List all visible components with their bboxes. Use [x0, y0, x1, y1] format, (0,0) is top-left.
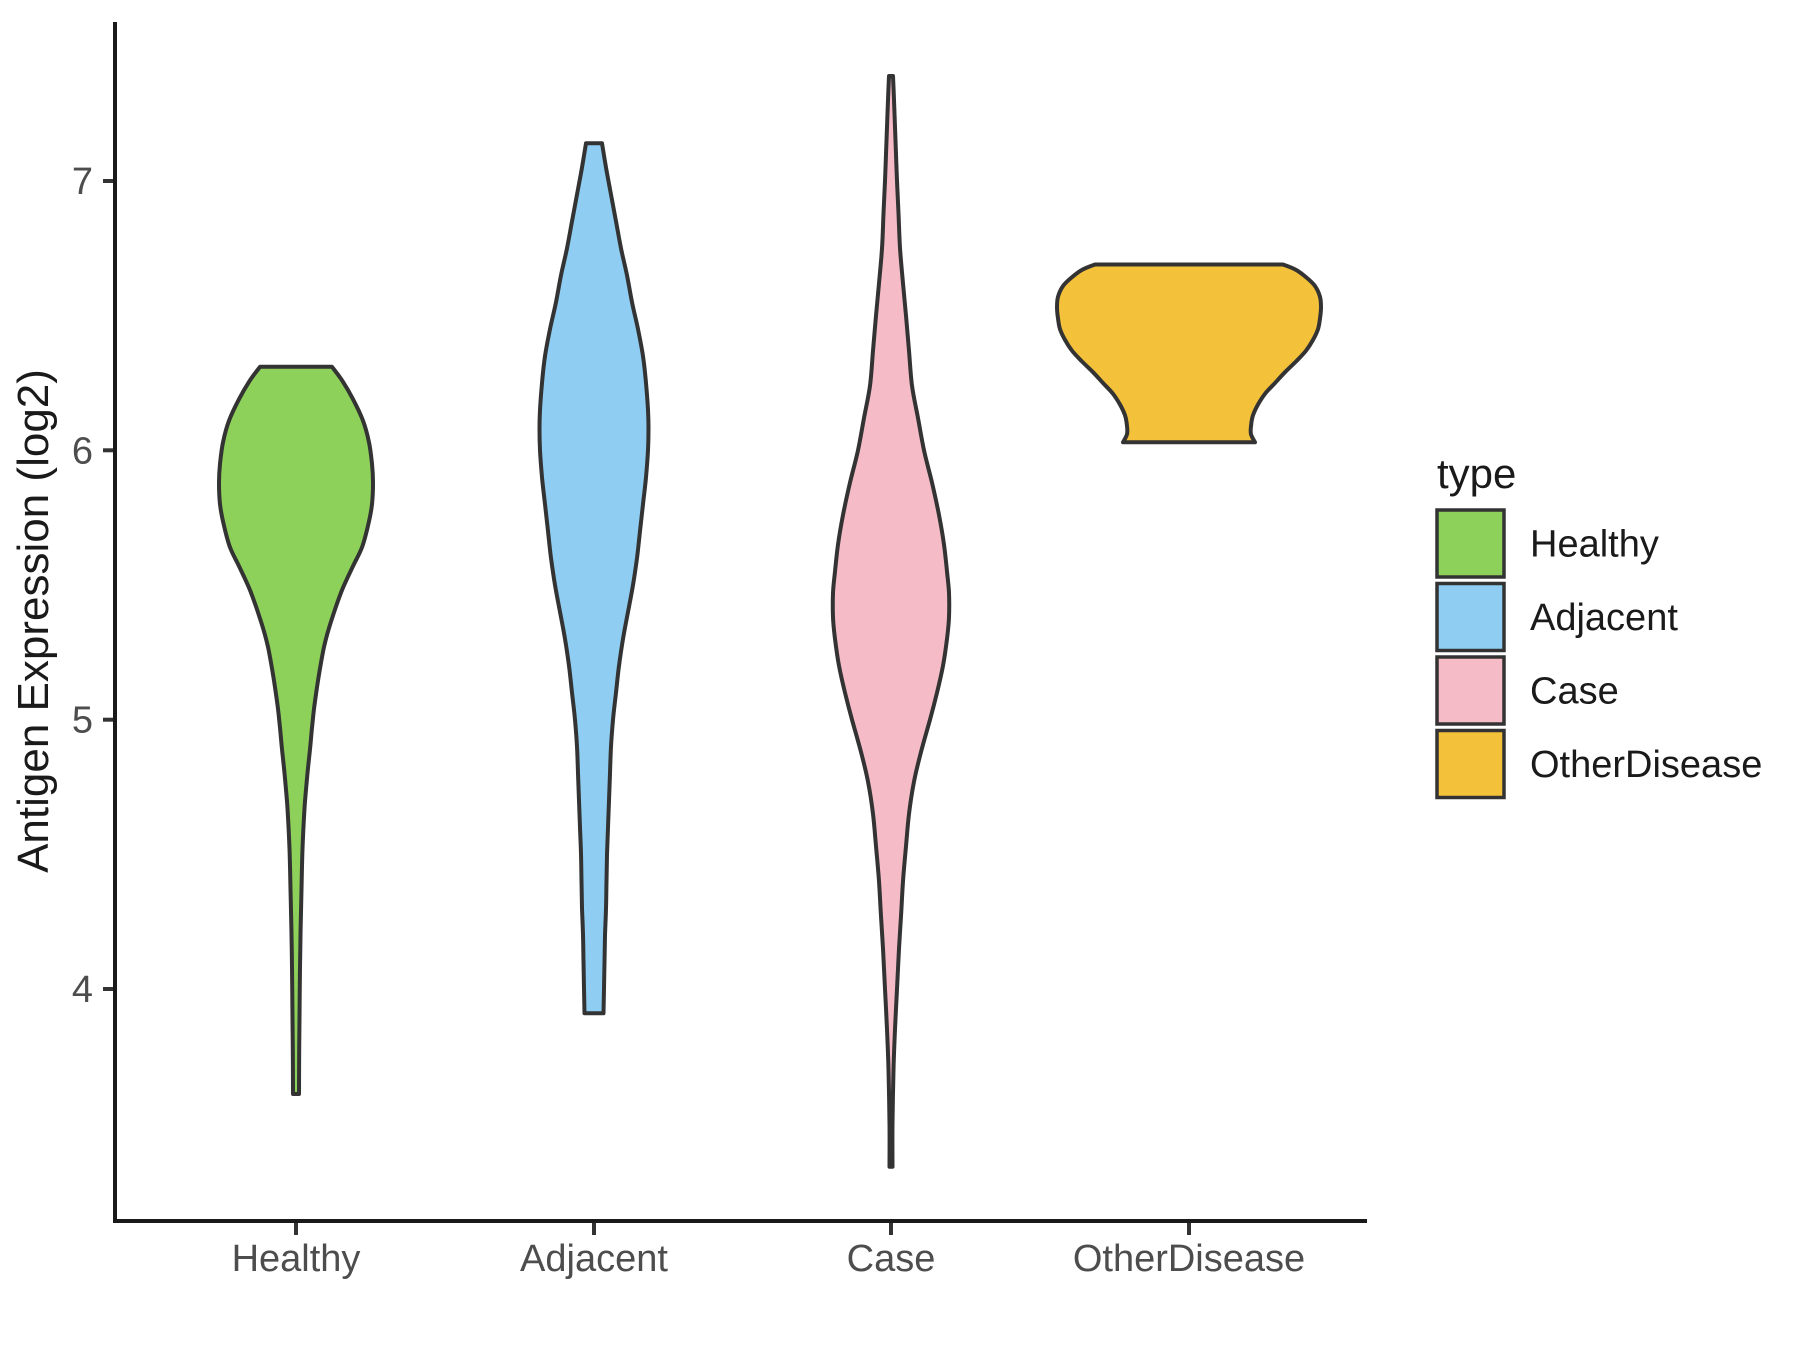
- legend-label-otherdisease: OtherDisease: [1530, 744, 1762, 786]
- y-axis-title: Antigen Expression (log2): [9, 369, 58, 873]
- y-tick-label-5: 5: [72, 700, 93, 742]
- y-tick-label-6: 6: [72, 430, 93, 472]
- legend-key-adjacent: [1435, 581, 1506, 653]
- legend-key-healthy: [1435, 508, 1506, 579]
- legend: type Healthy Adjacent Case OtherDisease: [1435, 450, 1762, 800]
- violin-case: [830, 74, 952, 1169]
- x-tick-label-otherdisease: OtherDisease: [1073, 1238, 1305, 1280]
- legend-label-case: Case: [1530, 671, 1619, 713]
- legend-key-otherdisease: [1435, 728, 1506, 800]
- x-tick-label-case: Case: [847, 1238, 936, 1280]
- legend-key-case: [1435, 655, 1506, 726]
- y-tick-label-4: 4: [72, 969, 93, 1011]
- violin-otherdisease: [1055, 262, 1323, 445]
- legend-label-healthy: Healthy: [1530, 524, 1659, 566]
- y-tick-label-7: 7: [72, 161, 93, 203]
- x-tick-label-adjacent: Adjacent: [520, 1238, 668, 1280]
- legend-label-adjacent: Adjacent: [1530, 597, 1678, 639]
- legend-title: type: [1437, 450, 1516, 497]
- violin-healthy: [217, 364, 375, 1096]
- x-tick-label-healthy: Healthy: [232, 1238, 361, 1280]
- violin-adjacent: [537, 141, 651, 1016]
